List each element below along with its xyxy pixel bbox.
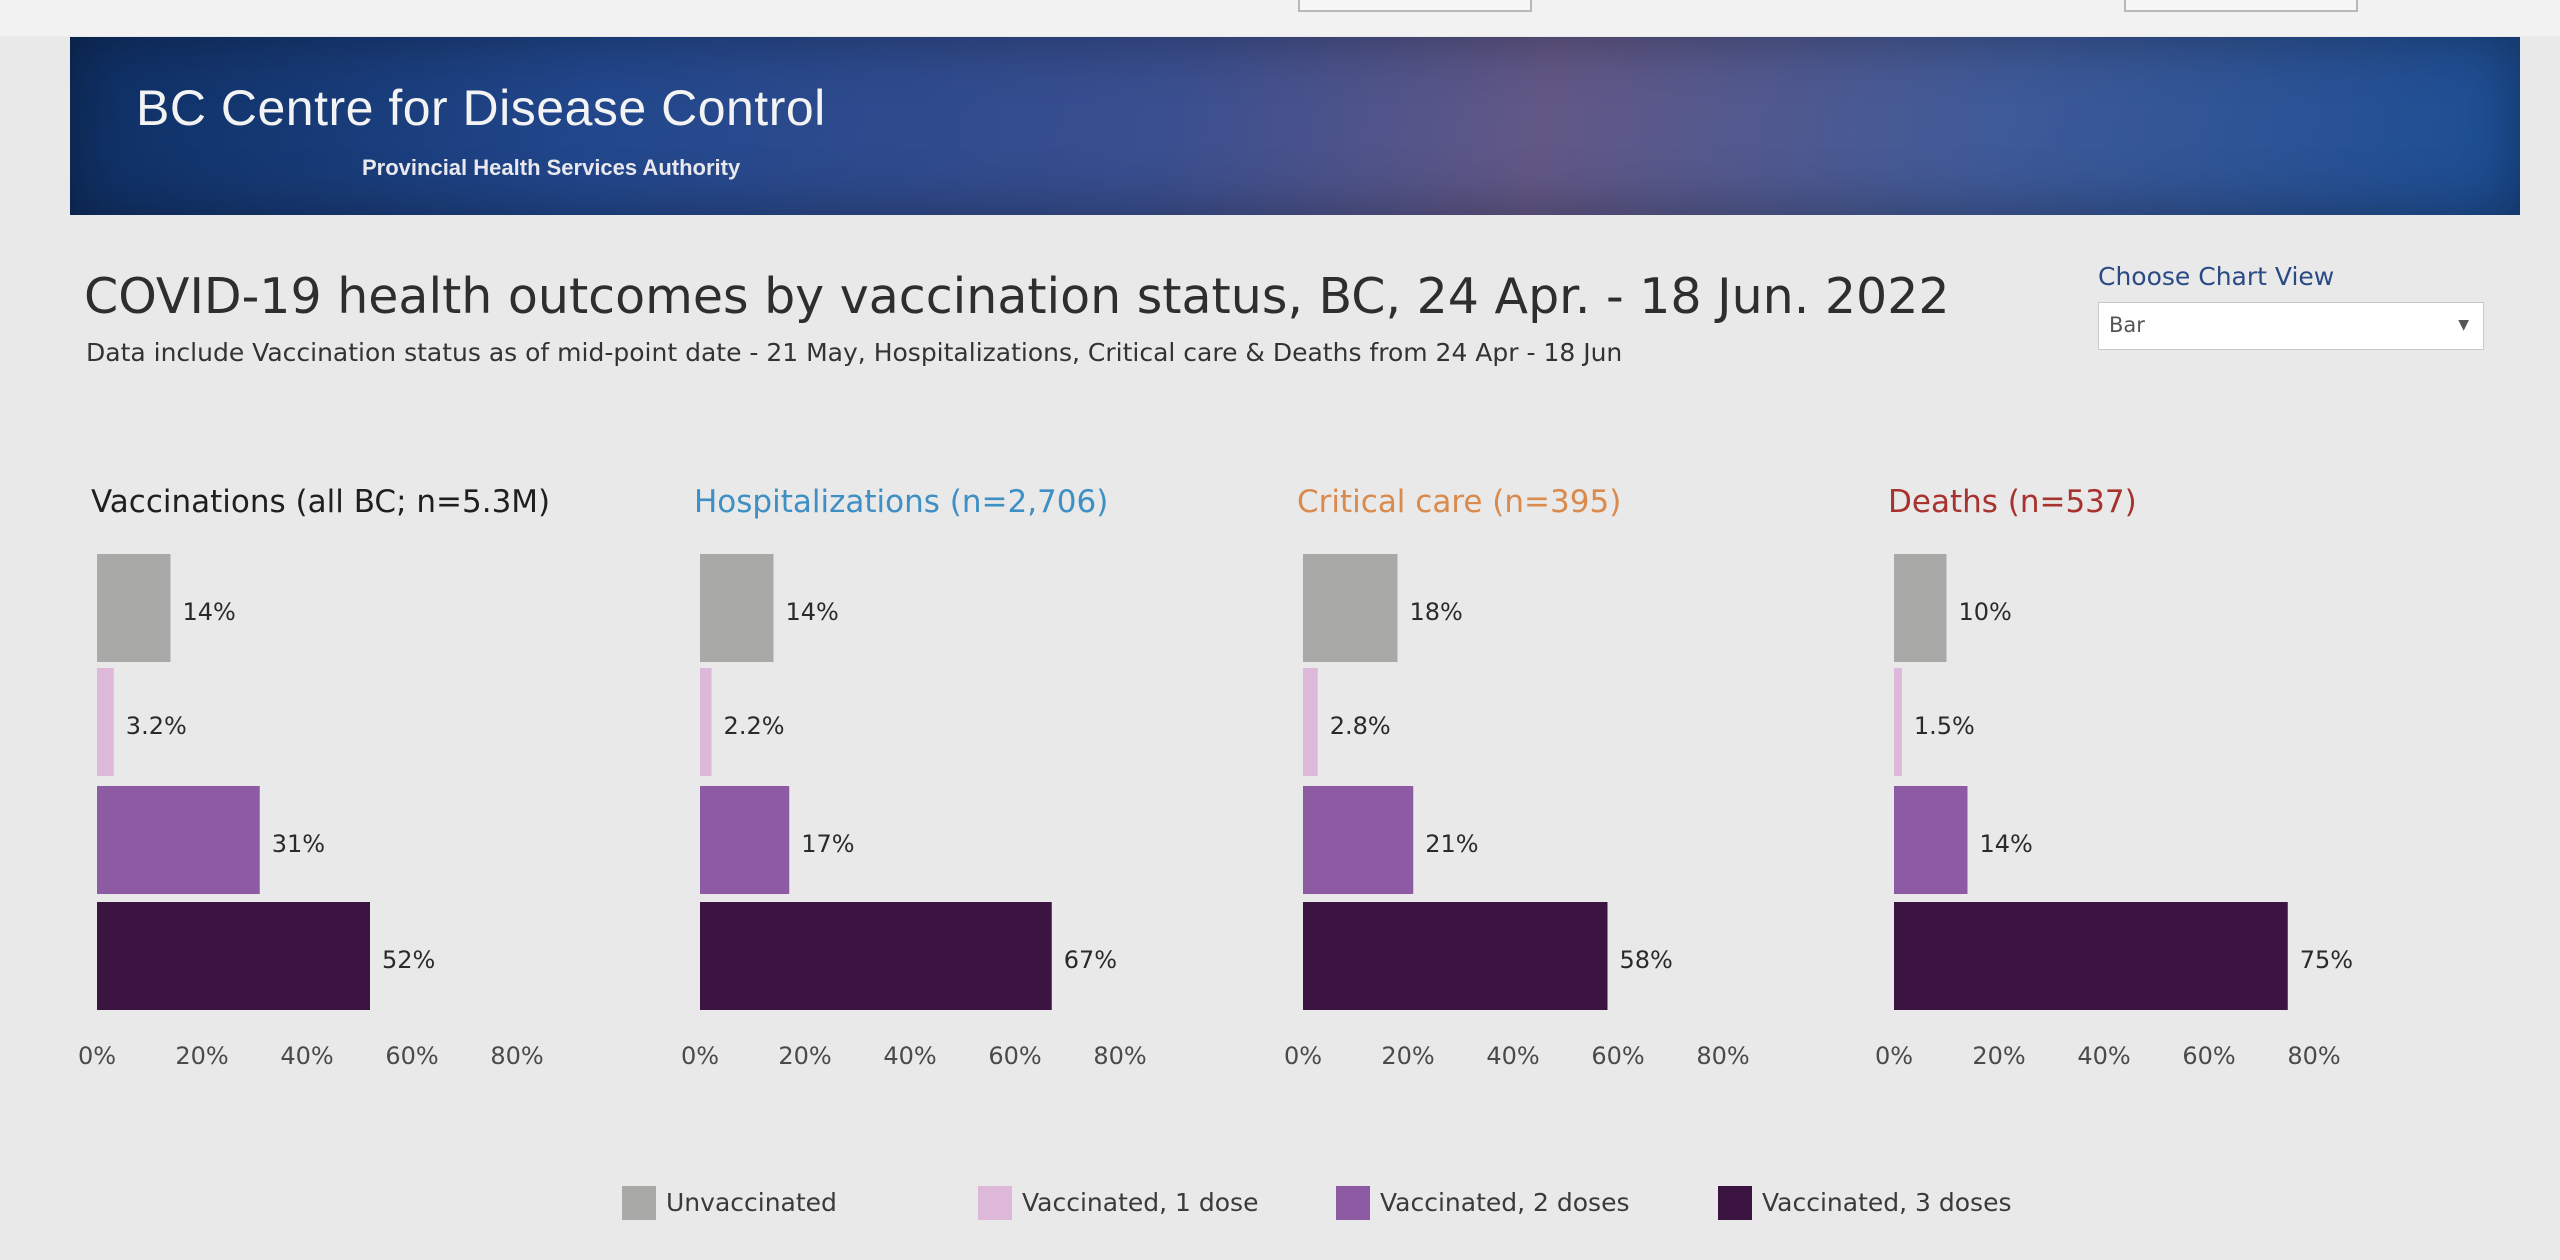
chart-view-value: Bar [2109,313,2145,337]
bar [1894,554,1947,662]
bar [1303,902,1608,1010]
tick-label: 0% [78,1042,116,1070]
legend-swatch [622,1186,656,1220]
bar [97,786,260,894]
tick-label: 0% [681,1042,719,1070]
tick-label: 40% [1486,1042,1539,1070]
page-title: COVID-19 health outcomes by vaccination … [84,268,1950,325]
tick-label: 60% [988,1042,1041,1070]
data-label: 2.8% [1330,712,1391,740]
data-label: 75% [2300,946,2353,974]
bar [97,902,370,1010]
tick-label: 20% [175,1042,228,1070]
bar [1303,668,1318,776]
legend-label: Vaccinated, 2 doses [1380,1188,1630,1217]
bar [1303,554,1398,662]
tick-label: 20% [1972,1042,2025,1070]
bar [97,668,114,776]
data-label: 58% [1620,946,1673,974]
tick-label: 0% [1284,1042,1322,1070]
tick-label: 80% [1696,1042,1749,1070]
tick-label: 40% [883,1042,936,1070]
bar [700,902,1052,1010]
top-strip [0,0,2560,36]
data-label: 18% [1410,598,1463,626]
bar [1303,786,1414,894]
chart-title: Critical care (n=395) [1297,484,1621,520]
tick-label: 80% [1093,1042,1146,1070]
chart-title: Vaccinations (all BC; n=5.3M) [91,484,550,520]
tick-label: 80% [490,1042,543,1070]
bar [97,554,171,662]
org-name: BC Centre for Disease Control [136,80,826,136]
data-label: 14% [1980,830,2033,858]
header-banner: BC Centre for Disease Control Provincial… [70,37,2520,215]
legend-swatch [978,1186,1012,1220]
data-label: 3.2% [126,712,187,740]
tick-label: 40% [280,1042,333,1070]
tick-label: 60% [1591,1042,1644,1070]
chart-view-select[interactable]: Bar ▼ [2098,302,2484,350]
bar [700,554,774,662]
data-label: 2.2% [724,712,785,740]
legend-swatch [1336,1186,1370,1220]
chart-title: Deaths (n=537) [1888,484,2137,520]
bar [1894,786,1968,894]
data-label: 1.5% [1914,712,1975,740]
tick-label: 60% [385,1042,438,1070]
data-label: 52% [382,946,435,974]
data-label: 14% [183,598,236,626]
legend-label: Vaccinated, 3 doses [1762,1188,2012,1217]
tick-label: 40% [2077,1042,2130,1070]
chart-view-label: Choose Chart View [2098,262,2335,291]
data-label: 31% [272,830,325,858]
tick-label: 20% [778,1042,831,1070]
data-label: 21% [1425,830,1478,858]
data-label: 14% [786,598,839,626]
top-tab[interactable] [2124,0,2358,12]
top-tab[interactable] [1298,0,1532,12]
bar [700,668,712,776]
chevron-down-icon[interactable]: ▼ [2458,317,2469,333]
chart-title: Hospitalizations (n=2,706) [694,484,1108,520]
bar [1894,668,1902,776]
data-label: 17% [801,830,854,858]
tick-label: 0% [1875,1042,1913,1070]
tick-label: 20% [1381,1042,1434,1070]
bar [1894,902,2288,1010]
legend-swatch [1718,1186,1752,1220]
bar [700,786,790,894]
data-label: 10% [1959,598,2012,626]
page-subtitle: Data include Vaccination status as of mi… [86,338,1623,367]
legend-label: Vaccinated, 1 dose [1022,1188,1259,1217]
legend-label: Unvaccinated [666,1188,837,1217]
data-label: 67% [1064,946,1117,974]
tick-label: 60% [2182,1042,2235,1070]
org-subtitle: Provincial Health Services Authority [362,155,741,180]
tick-label: 80% [2287,1042,2340,1070]
